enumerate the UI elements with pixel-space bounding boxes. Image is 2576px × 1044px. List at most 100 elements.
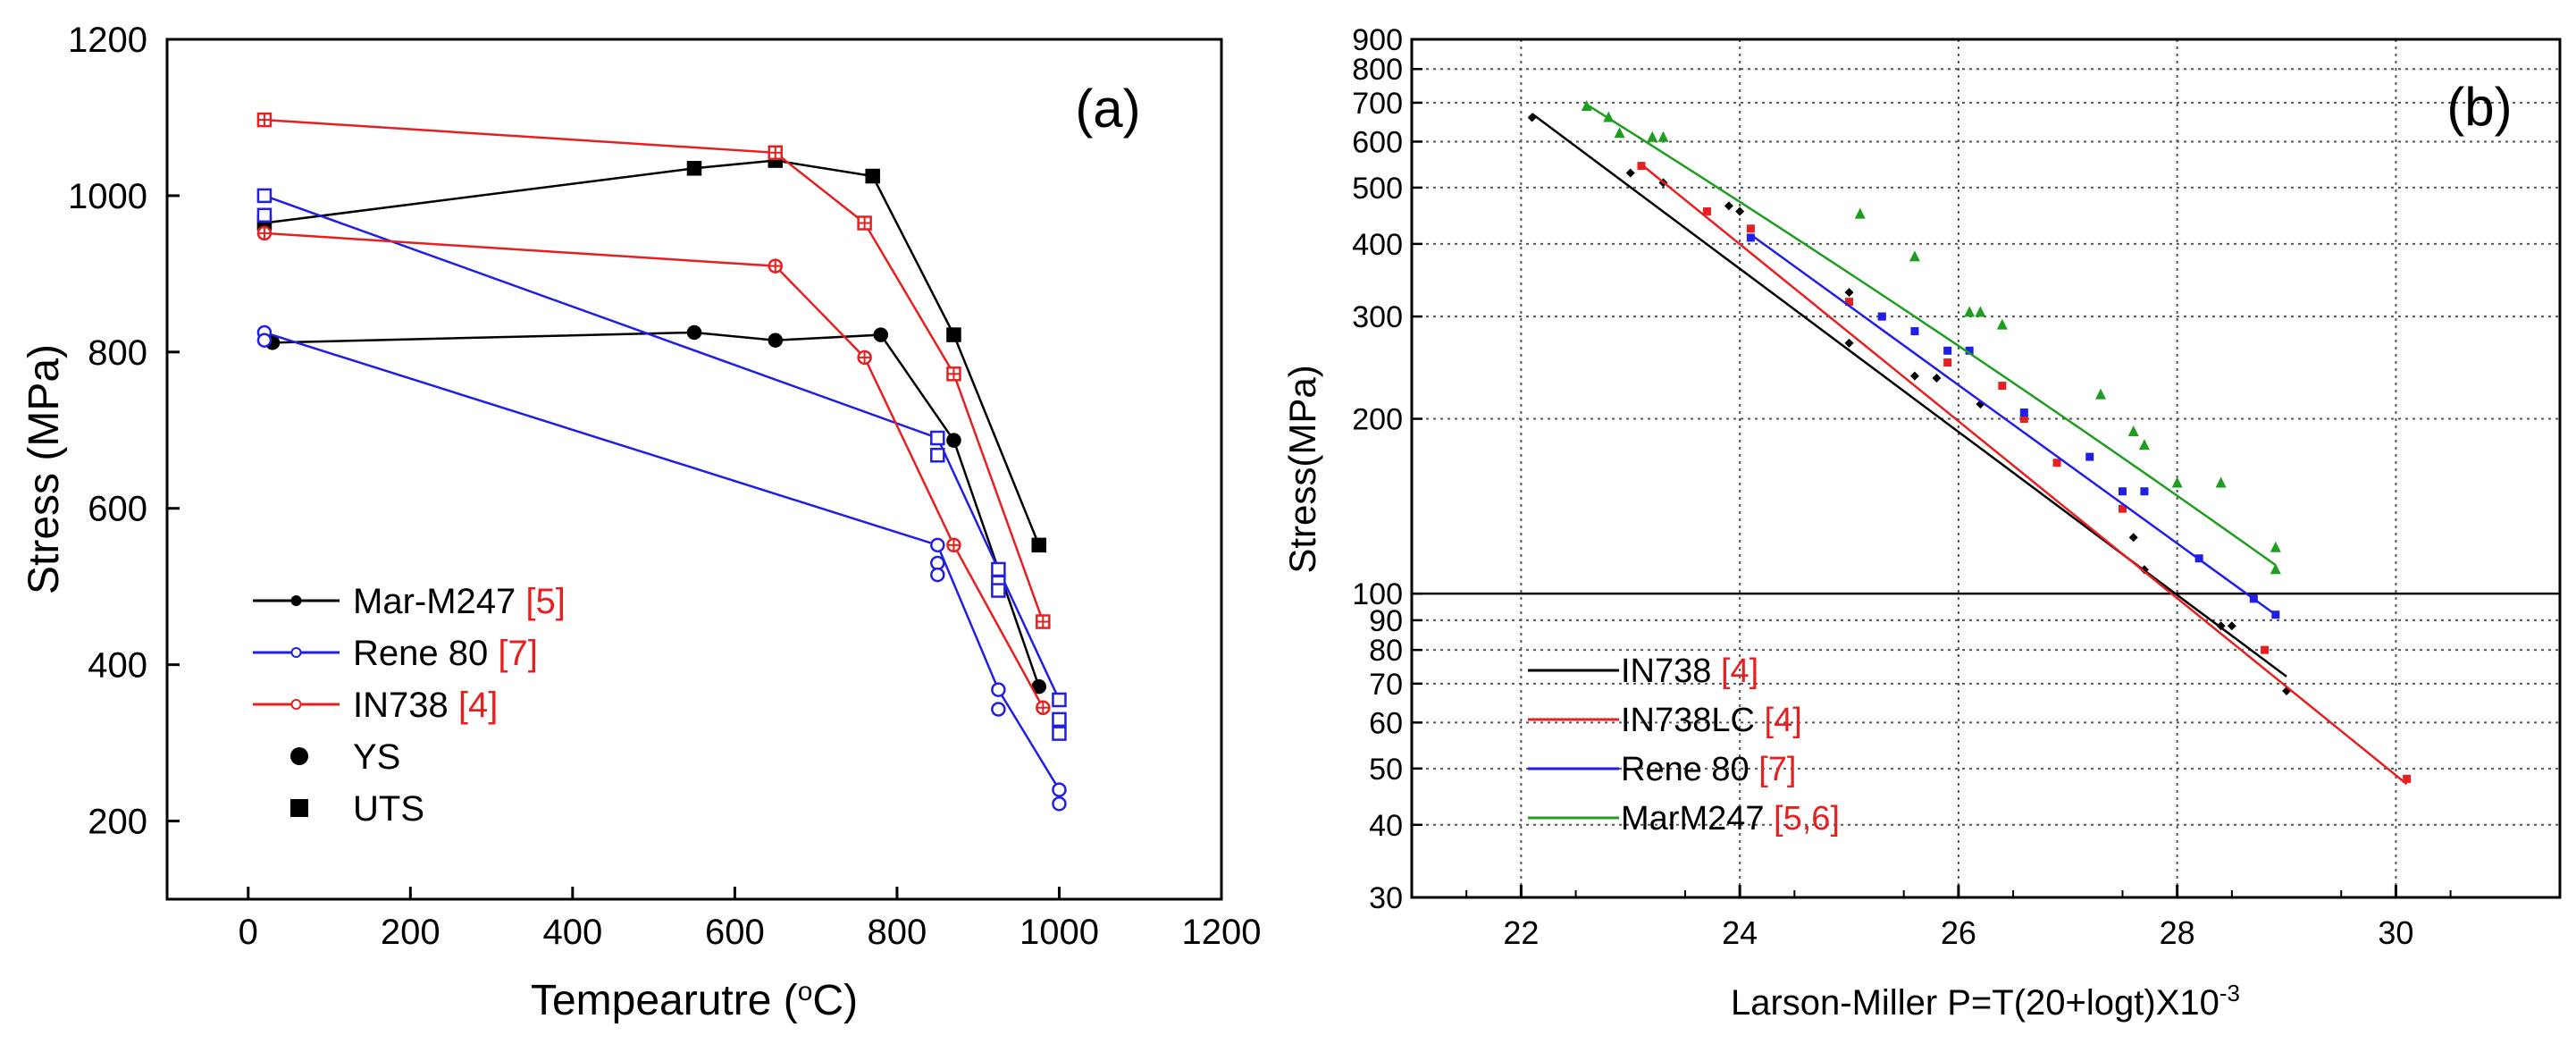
y-tick-label: 60: [1369, 706, 1403, 740]
data-point: [2270, 541, 2281, 552]
data-point: [1844, 288, 1854, 298]
data-point: [2171, 476, 2183, 488]
y-tick-label: 800: [88, 333, 147, 373]
data-point: [2138, 439, 2150, 450]
series-line: [264, 159, 1040, 546]
data-point: [1932, 374, 1942, 383]
data-point: [991, 702, 1006, 717]
legend-item: Rene 80 [7]: [253, 634, 538, 673]
data-point: [2128, 533, 2138, 543]
data-point: [1975, 306, 1986, 317]
legend-label: Mar-M247 [5]: [353, 582, 566, 621]
legend-item: Rene 80 [7]: [1528, 751, 1796, 788]
legend-swatch-marker: [290, 595, 302, 606]
data-point: [1996, 318, 2008, 330]
data-point: [1625, 168, 1635, 178]
y-tick-label: 400: [1352, 228, 1403, 262]
y-tick-label: 700: [1352, 87, 1403, 121]
y-tick-label: 1000: [68, 177, 147, 216]
legend-swatch-marker: [290, 699, 302, 710]
series-rene-80-ys: [256, 324, 1067, 812]
panel-b-plot-frame: [1410, 38, 2562, 899]
legend-item: MarM247 [5,6]: [1528, 800, 1840, 838]
legend-label: MarM247 [5,6]: [1621, 800, 1840, 838]
data-point: [256, 188, 273, 204]
y-tick-label: 100: [1352, 577, 1403, 611]
data-point: [2019, 408, 2028, 417]
data-point: [1844, 338, 1854, 348]
legend-swatch-marker: [290, 747, 308, 765]
x-tick-label: 400: [542, 913, 602, 952]
data-point: [1647, 130, 1658, 142]
series-rene-80: [1746, 233, 2280, 619]
x-tick-label: 600: [705, 913, 765, 952]
data-point: [256, 333, 273, 348]
panel-b-legend: IN738 [4] IN738LC [4] Rene 80 [7] MarM247 […: [1528, 652, 1840, 838]
legend-label: IN738LC [4]: [1621, 702, 1802, 739]
legend-label: UTS: [353, 789, 424, 829]
x-tick-label: 22: [1503, 914, 1539, 951]
legend-item: YS: [290, 737, 400, 777]
data-point: [1998, 382, 2007, 391]
y-tick-label: 30: [1369, 881, 1403, 915]
data-point: [946, 433, 961, 448]
data-point: [2140, 487, 2149, 496]
y-tick-label: 40: [1369, 809, 1403, 843]
x-tick-label: 1000: [1019, 913, 1099, 952]
data-point: [873, 327, 889, 342]
data-point: [2249, 594, 2258, 603]
data-point: [946, 327, 961, 342]
data-point: [1854, 207, 1866, 219]
panel-b-label: (b): [2446, 77, 2512, 137]
data-point: [1845, 298, 1854, 307]
data-point: [2118, 487, 2127, 496]
series-line: [272, 331, 1040, 687]
data-point: [2118, 504, 2127, 513]
series-in738-ys: [256, 225, 1051, 715]
data-point: [2270, 563, 2281, 575]
data-point: [1052, 796, 1067, 812]
fit-line: [1640, 164, 2408, 786]
x-tick-label: 24: [1722, 914, 1758, 951]
data-point: [991, 583, 1006, 598]
panel-a-y-axis-label: Stress (MPa): [21, 344, 68, 594]
panel-b-y-axis-label: Stress(MPa): [1281, 365, 1323, 573]
data-point: [1965, 346, 1974, 355]
legend-item: UTS: [290, 789, 424, 829]
series-line: [264, 118, 1045, 622]
data-point: [1702, 207, 1711, 216]
data-point: [1052, 711, 1067, 728]
y-tick-label: 80: [1369, 634, 1403, 668]
data-point: [930, 448, 945, 463]
x-tick-label: 0: [239, 913, 258, 952]
fit-line: [1749, 233, 2277, 616]
legend-swatch-marker: [290, 799, 308, 817]
data-point: [930, 567, 945, 583]
legend-item: Mar-M247 [5]: [253, 582, 566, 621]
legend-label: YS: [353, 737, 400, 777]
x-tick-label: 26: [1941, 914, 1976, 951]
data-point: [1877, 312, 1886, 321]
series-line: [264, 331, 1061, 791]
data-point: [1052, 782, 1067, 797]
data-point: [1943, 346, 1952, 355]
data-point: [686, 324, 702, 341]
data-point: [2216, 621, 2226, 631]
y-tick-label: 800: [1352, 53, 1403, 87]
series-in738lc: [1637, 162, 2412, 786]
data-point: [2227, 621, 2236, 631]
data-point: [930, 430, 945, 446]
legend-item: IN738 [4]: [253, 686, 498, 725]
x-tick-label: 30: [2378, 914, 2413, 951]
data-point: [1910, 327, 1919, 336]
data-point: [1031, 537, 1047, 553]
legend-label: IN738 [4]: [1621, 652, 1758, 690]
data-point: [1909, 250, 1920, 262]
data-point: [2019, 415, 2028, 424]
data-point: [2095, 388, 2106, 400]
fit-line: [1586, 103, 2277, 567]
data-point: [1909, 371, 1919, 381]
data-point: [2085, 452, 2094, 461]
